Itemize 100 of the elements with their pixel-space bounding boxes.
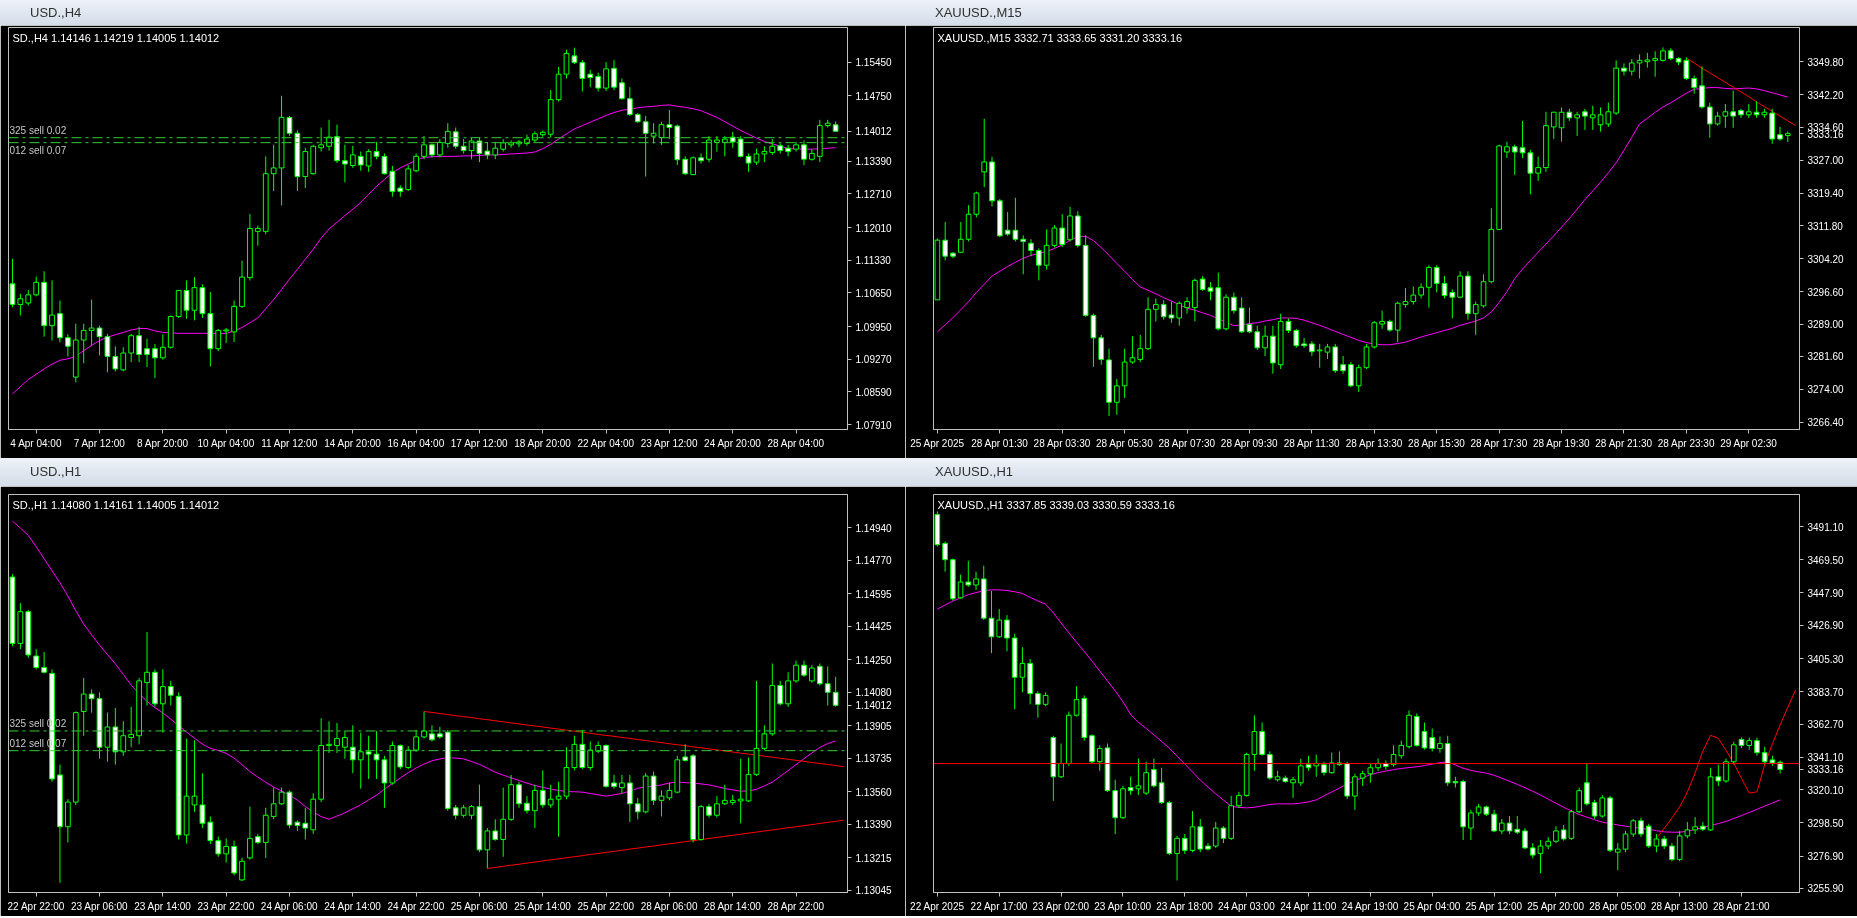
candlestick — [1410, 285, 1417, 306]
candlestick — [302, 807, 309, 841]
candlestick — [397, 743, 404, 770]
candlestick — [1129, 335, 1136, 365]
y-tick-label: 3298.50 — [1807, 817, 1845, 829]
y-tick-label: 3274.00 — [1807, 384, 1845, 396]
x-tick-label: 25 Apr 04:00 — [1403, 900, 1461, 912]
candlestick — [824, 665, 831, 707]
line-series — [423, 710, 845, 768]
candlestick — [547, 784, 554, 809]
candlestick — [1290, 776, 1296, 799]
x-tick-label: 28 Apr 21:00 — [1712, 900, 1771, 912]
candlestick — [49, 279, 55, 342]
candlestick — [539, 769, 546, 809]
x-tick-label: 29 Apr 02:30 — [1720, 437, 1778, 449]
x-tick-label: 28 Apr 15:30 — [1408, 437, 1466, 449]
y-tick-label: 3426.90 — [1807, 620, 1845, 632]
candlestick — [1468, 809, 1474, 841]
chart-title: USD.,H1 — [30, 463, 82, 481]
candlestick — [611, 59, 617, 91]
candlestick — [1418, 282, 1424, 300]
x-tick-label: 22 Apr 22:00 — [7, 900, 65, 912]
x-tick-label: 28 Apr 05:30 — [1096, 437, 1154, 449]
candlestick — [642, 115, 649, 178]
y-tick-label: 1.14750 — [855, 90, 893, 102]
candlestick — [611, 774, 617, 790]
candlestick — [816, 662, 823, 686]
chart-title: XAUUSD.,M15 — [935, 4, 1022, 22]
candlestick — [1020, 234, 1027, 275]
candlestick — [334, 722, 340, 754]
candlestick — [1622, 830, 1629, 853]
candlestick — [973, 571, 979, 591]
x-tick-label: 25 Apr 2025 — [910, 437, 965, 449]
candlestick — [1421, 722, 1428, 751]
candlestick — [33, 648, 40, 670]
candlestick — [64, 333, 71, 357]
candlestick — [444, 122, 451, 149]
y-tick-label: 3342.20 — [1807, 89, 1845, 101]
candlestick — [942, 541, 948, 573]
x-tick-label: 28 Apr 05:00 — [1589, 900, 1647, 912]
candlestick — [1706, 102, 1713, 139]
y-tick-label: 3341.10 — [1807, 752, 1845, 764]
x-tick-label: 24 Apr 06:00 — [260, 900, 319, 912]
y-tick-label: 3289.00 — [1807, 319, 1845, 331]
candlestick — [1429, 728, 1436, 752]
y-tick-label: 3491.10 — [1807, 521, 1845, 533]
candlestick — [721, 135, 728, 157]
candlestick — [159, 668, 166, 734]
candlestick — [1621, 62, 1627, 76]
candlestick — [1316, 343, 1323, 369]
x-tick-label: 23 Apr 18:00 — [1156, 900, 1214, 912]
y-tick-label: 1.13560 — [855, 786, 893, 798]
candlestick — [1174, 835, 1180, 881]
candlestick — [508, 140, 514, 149]
candlestick — [579, 59, 586, 92]
y-tick-label: 3281.60 — [1807, 351, 1845, 363]
candlestick — [1437, 735, 1443, 754]
candlestick — [1614, 842, 1621, 871]
y-tick-label: 1.13905 — [855, 720, 893, 732]
candlestick — [1537, 839, 1544, 874]
candlestick — [207, 815, 214, 845]
candlestick — [1589, 105, 1596, 131]
candlestick — [579, 729, 586, 770]
candlestick — [405, 164, 412, 192]
candlestick — [128, 333, 135, 363]
candlestick — [1059, 213, 1066, 248]
candlestick — [1098, 334, 1105, 366]
ref-line-label: 012 sell 0.07 — [9, 144, 67, 156]
x-tick-label: 28 Apr 13:00 — [1651, 900, 1709, 912]
candlestick — [1028, 238, 1034, 257]
candlestick — [626, 774, 633, 823]
x-tick-label: 16 Apr 04:00 — [387, 437, 445, 449]
candlestick — [973, 191, 980, 218]
line-series — [11, 520, 837, 820]
y-tick-label: 3311.80 — [1807, 220, 1844, 232]
x-tick-label: 24 Apr 19:00 — [1341, 900, 1399, 912]
candlestick — [159, 333, 166, 361]
candlestick — [1067, 206, 1073, 242]
candlestick — [421, 135, 427, 160]
candlestick — [1367, 763, 1374, 784]
candlestick — [1402, 287, 1409, 309]
x-tick-label: 25 Apr 22:00 — [577, 900, 635, 912]
candlestick — [1527, 149, 1534, 195]
candlestick — [1176, 301, 1183, 327]
candlestick — [1433, 264, 1440, 293]
chart-title: XAUUSD.,H1 — [935, 463, 1014, 481]
y-tick-label: 1.13390 — [855, 819, 893, 831]
candlestick — [1058, 743, 1064, 779]
candlestick — [706, 135, 712, 163]
x-tick-label: 7 Apr 12:00 — [73, 437, 126, 449]
x-tick-label: 11 Apr 12:00 — [261, 437, 318, 449]
x-tick-label: 24 Apr 14:00 — [324, 900, 382, 912]
candlestick — [1348, 361, 1354, 388]
candlestick — [1550, 111, 1557, 140]
y-tick-label: 3255.90 — [1807, 883, 1845, 895]
y-tick-label: 1.08590 — [855, 386, 893, 398]
y-tick-label: 1.14250 — [855, 654, 893, 666]
x-tick-label: 22 Apr 04:00 — [577, 437, 635, 449]
candlestick — [1332, 343, 1339, 374]
candlestick — [405, 745, 412, 770]
